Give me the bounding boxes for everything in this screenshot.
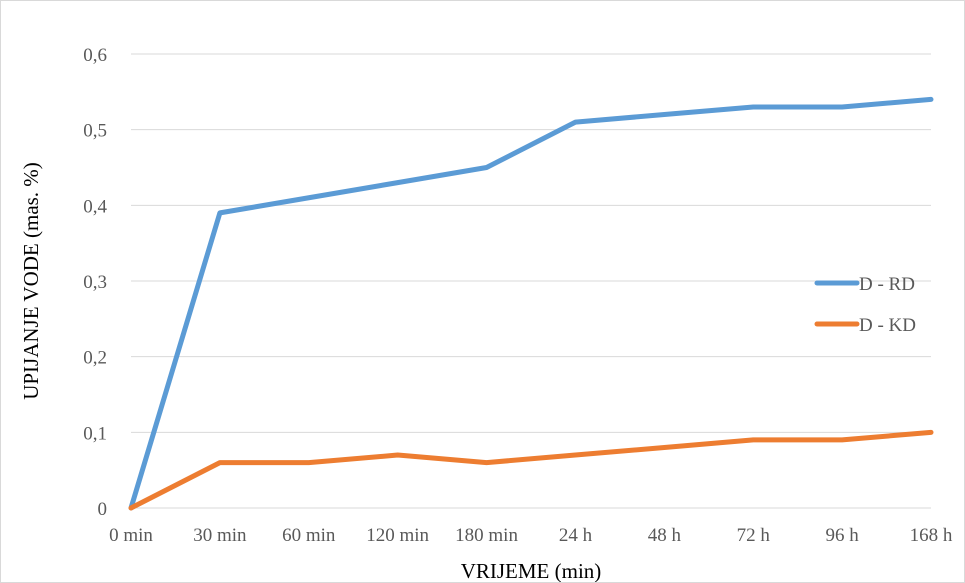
- x-tick-label: 72 h: [737, 525, 771, 546]
- x-tick-label: 30 min: [193, 525, 247, 546]
- legend-label-1: D - RD: [859, 274, 915, 295]
- x-axis-title: VRIJEME (min): [461, 559, 602, 582]
- series-line-2: [128, 429, 934, 511]
- y-tick-labels: 0 0,1 0,2 0,3 0,4 0,5 0,6: [83, 45, 107, 520]
- y-axis-title: UPIJANJE VODE (mas. %): [19, 162, 43, 400]
- y-tick-label: 0: [98, 499, 108, 520]
- x-tick-label: 0 min: [109, 525, 153, 546]
- y-tick-label: 0,3: [83, 272, 107, 293]
- y-tick-label: 0,1: [83, 423, 107, 444]
- y-tick-label: 0,4: [83, 196, 107, 217]
- legend-label-2: D - KD: [859, 315, 916, 336]
- x-tick-label: 120 min: [366, 525, 429, 546]
- y-tick-label: 0,6: [83, 45, 107, 66]
- x-tick-label: 48 h: [648, 525, 682, 546]
- y-tick-label: 0,5: [83, 121, 107, 142]
- x-tick-label: 168 h: [910, 525, 953, 546]
- legend: D - RD D - KD: [814, 274, 916, 336]
- series-lines: [128, 96, 934, 511]
- x-tick-labels: 0 min 30 min 60 min 120 min 180 min 24 h 48 h 7…: [109, 525, 953, 546]
- x-tick-label: 60 min: [282, 525, 336, 546]
- x-tick-label: 24 h: [559, 525, 593, 546]
- x-tick-label: 96 h: [825, 525, 859, 546]
- x-tick-label: 180 min: [455, 525, 518, 546]
- y-tick-label: 0,2: [83, 348, 107, 369]
- series-line-1: [128, 96, 934, 511]
